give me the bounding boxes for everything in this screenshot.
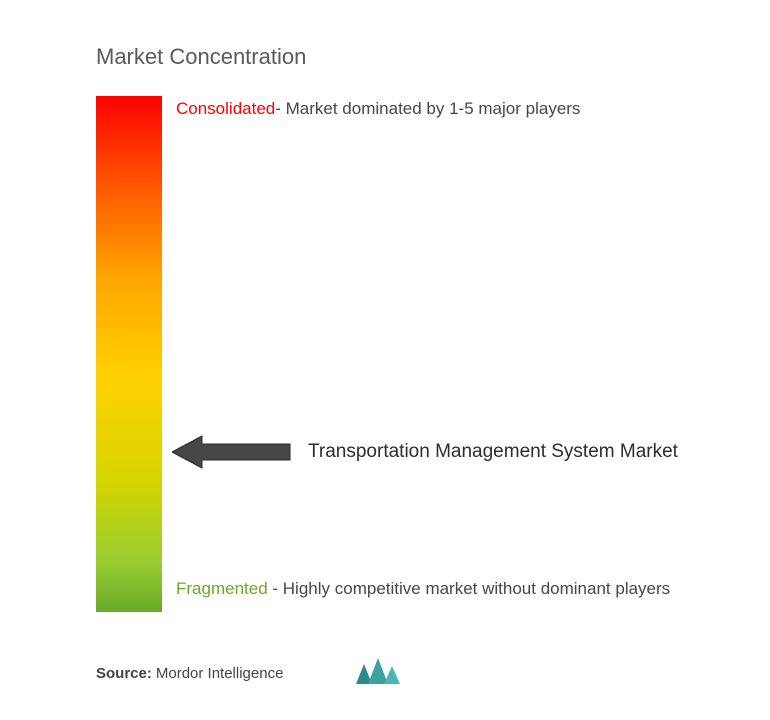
page-title: Market Concentration bbox=[96, 44, 740, 70]
fragmented-description: - Highly competitive market without domi… bbox=[268, 579, 671, 598]
fragmented-label: Fragmented - Highly competitive market w… bbox=[176, 576, 720, 602]
market-position-marker: Transportation Management System Market bbox=[172, 434, 678, 470]
source-attribution: Source: Mordor Intelligence bbox=[96, 665, 283, 682]
source-label: Source: bbox=[96, 665, 152, 682]
gradient-bar bbox=[96, 96, 162, 612]
source-value: Mordor Intelligence bbox=[156, 665, 284, 682]
consolidated-label: Consolidated- Market dominated by 1-5 ma… bbox=[176, 96, 720, 122]
arrow-left-icon bbox=[172, 434, 292, 470]
concentration-chart: Consolidated- Market dominated by 1-5 ma… bbox=[96, 96, 740, 616]
fragmented-term: Fragmented bbox=[176, 579, 268, 598]
consolidated-description: - Market dominated by 1-5 major players bbox=[275, 99, 580, 118]
mordor-logo-icon bbox=[354, 652, 404, 688]
market-name-label: Transportation Management System Market bbox=[308, 441, 678, 463]
consolidated-term: Consolidated bbox=[176, 99, 275, 118]
